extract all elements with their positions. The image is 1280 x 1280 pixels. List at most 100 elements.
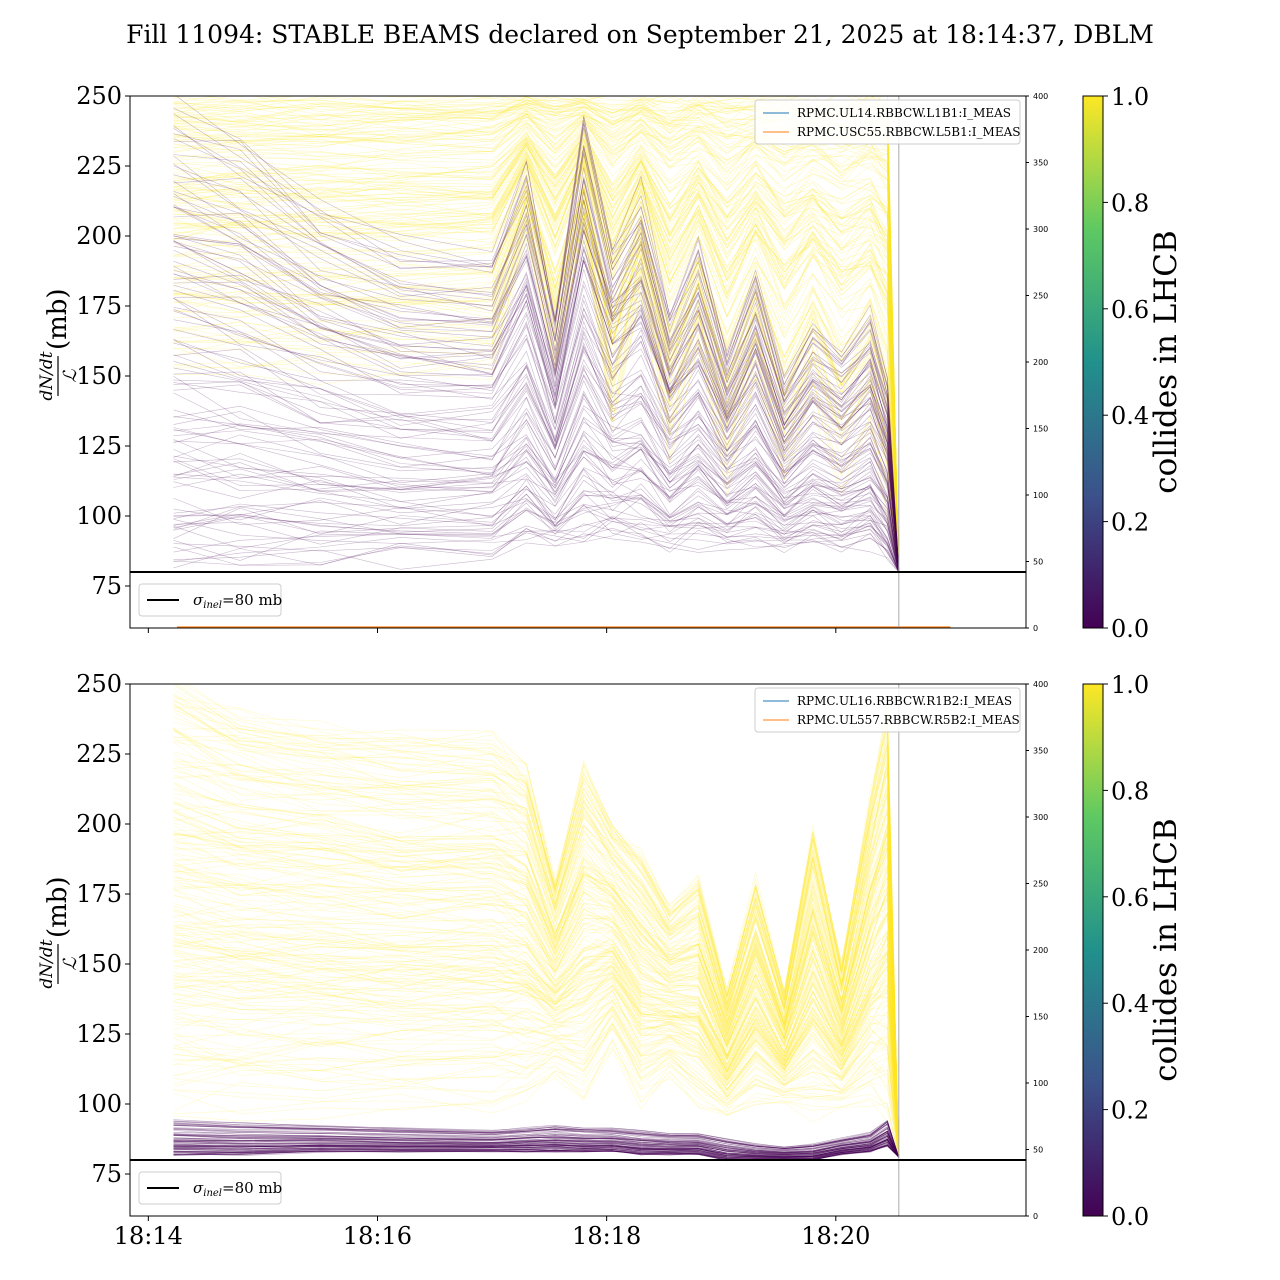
series-line-collides-1 xyxy=(173,782,900,1158)
series-line-collides-1 xyxy=(173,160,900,570)
series-line-collides-0 xyxy=(173,1144,900,1161)
sigma-value: =80 mb xyxy=(222,591,282,609)
y-axis-label: dN/dt ℒ (mb) xyxy=(37,876,81,988)
series-line-collides-0 xyxy=(173,179,900,570)
series-line-collides-0 xyxy=(173,1131,900,1158)
series-line-collides-1 xyxy=(173,196,900,570)
y-label-numerator: dN/dt xyxy=(37,351,57,400)
series-line-collides-1 xyxy=(173,787,900,1158)
series-line-collides-1 xyxy=(173,937,900,1158)
series-line-collides-0 xyxy=(173,509,900,572)
legend-label-1: RPMC.UL14.RBBCW.L1B1:I_MEAS xyxy=(797,106,1011,120)
series-line-collides-1 xyxy=(173,796,900,1158)
series-line-collides-0 xyxy=(173,1126,900,1158)
series-line-collides-1 xyxy=(173,949,900,1158)
y-label-unit: (mb) xyxy=(43,876,73,938)
series-line-collides-1 xyxy=(173,708,900,1158)
right-y-tick-label: 200 xyxy=(1033,358,1048,367)
series-line-collides-0 xyxy=(173,259,900,571)
series-line-collides-1 xyxy=(173,110,900,570)
series-line-collides-1 xyxy=(173,143,900,570)
series-line-collides-0 xyxy=(173,468,900,572)
series-line-collides-1 xyxy=(173,930,900,1158)
series-line-collides-0 xyxy=(173,440,900,572)
series-line-collides-0 xyxy=(173,366,900,571)
series-line-collides-1 xyxy=(173,760,900,1158)
series-line-collides-1 xyxy=(173,155,900,570)
series-line-collides-0 xyxy=(173,478,900,572)
series-line-collides-1 xyxy=(173,1006,900,1158)
series-line-collides-0 xyxy=(173,107,900,570)
series-line-collides-1 xyxy=(173,210,900,570)
series-line-collides-1 xyxy=(173,209,900,570)
series-line-collides-1 xyxy=(173,985,900,1158)
series-line-collides-1 xyxy=(173,688,900,1158)
series-line-collides-1 xyxy=(173,789,900,1158)
series-line-collides-1 xyxy=(173,128,900,570)
series-line-collides-1 xyxy=(173,737,900,1158)
series-line-collides-1 xyxy=(173,152,900,570)
colorbar-tick-label: 0.6 xyxy=(1111,884,1149,912)
series-line-collides-1 xyxy=(173,148,900,570)
series-line-collides-1 xyxy=(173,894,900,1158)
legend-label-2: RPMC.USC55.RBBCW.L5B1:I_MEAS xyxy=(797,125,1020,139)
series-line-collides-1 xyxy=(173,211,900,570)
series-line-collides-0 xyxy=(173,294,900,571)
series-line-collides-0 xyxy=(173,494,900,572)
series-line-collides-1 xyxy=(173,187,900,570)
series-line-collides-1 xyxy=(173,918,900,1158)
series-line-collides-0 xyxy=(173,1132,900,1158)
series-line-collides-1 xyxy=(173,831,900,1158)
series-line-collides-1 xyxy=(173,122,900,570)
series-line-collides-0 xyxy=(173,1138,900,1158)
series-line-collides-1 xyxy=(173,224,900,570)
series-line-collides-1 xyxy=(173,816,900,1158)
right-y-tick-label: 150 xyxy=(1033,425,1048,434)
series-line-collides-1 xyxy=(173,861,900,1158)
series-line-collides-0 xyxy=(173,467,900,572)
series-line-collides-1 xyxy=(173,149,900,570)
sigma-legend-label: σinel=80 mb xyxy=(193,1179,282,1199)
series-line-collides-1 xyxy=(173,141,900,570)
series-line-collides-0 xyxy=(173,1120,900,1158)
series-line-collides-0 xyxy=(173,417,900,572)
series-line-collides-1 xyxy=(173,970,900,1158)
series-line-collides-1 xyxy=(173,1020,900,1158)
series-line-collides-1 xyxy=(173,721,900,1158)
series-line-collides-1 xyxy=(173,155,900,570)
series-line-collides-1 xyxy=(173,143,900,570)
series-line-collides-1 xyxy=(173,153,900,570)
series-line-collides-0 xyxy=(173,1121,900,1158)
series-line-collides-1 xyxy=(173,154,900,570)
series-line-collides-1 xyxy=(173,960,900,1158)
series-line-collides-1 xyxy=(173,1039,900,1158)
series-line-collides-0 xyxy=(173,123,900,570)
series-line-collides-1 xyxy=(173,705,900,1158)
series-line-collides-1 xyxy=(173,190,900,570)
series-line-collides-1 xyxy=(173,697,900,1158)
series-line-collides-1 xyxy=(173,139,900,570)
series-line-collides-0 xyxy=(173,411,900,572)
series-line-collides-1 xyxy=(173,770,900,1158)
series-line-collides-1 xyxy=(173,728,900,1158)
right-y-tick-label: 0 xyxy=(1033,1212,1038,1221)
series-line-collides-0 xyxy=(173,167,900,570)
series-line-collides-1 xyxy=(173,168,900,570)
series-line-collides-1 xyxy=(173,925,900,1158)
series-line-collides-1 xyxy=(173,833,900,1158)
series-line-collides-1 xyxy=(173,867,900,1158)
series-line-collides-1 xyxy=(173,811,900,1158)
series-line-collides-1 xyxy=(173,131,900,570)
series-line-collides-1 xyxy=(173,140,900,570)
series-line-collides-1 xyxy=(173,198,900,570)
series-line-collides-0 xyxy=(173,504,900,573)
series-line-collides-1 xyxy=(173,1005,900,1158)
series-line-collides-1 xyxy=(173,979,900,1158)
series-line-collides-1 xyxy=(173,735,900,1158)
series-line-collides-0 xyxy=(173,439,900,572)
series-line-collides-0 xyxy=(173,446,900,572)
series-line-collides-1 xyxy=(173,741,900,1158)
sigma-legend-box xyxy=(138,583,282,617)
series-line-collides-0 xyxy=(173,344,900,571)
series-line-collides-0 xyxy=(173,1135,900,1158)
